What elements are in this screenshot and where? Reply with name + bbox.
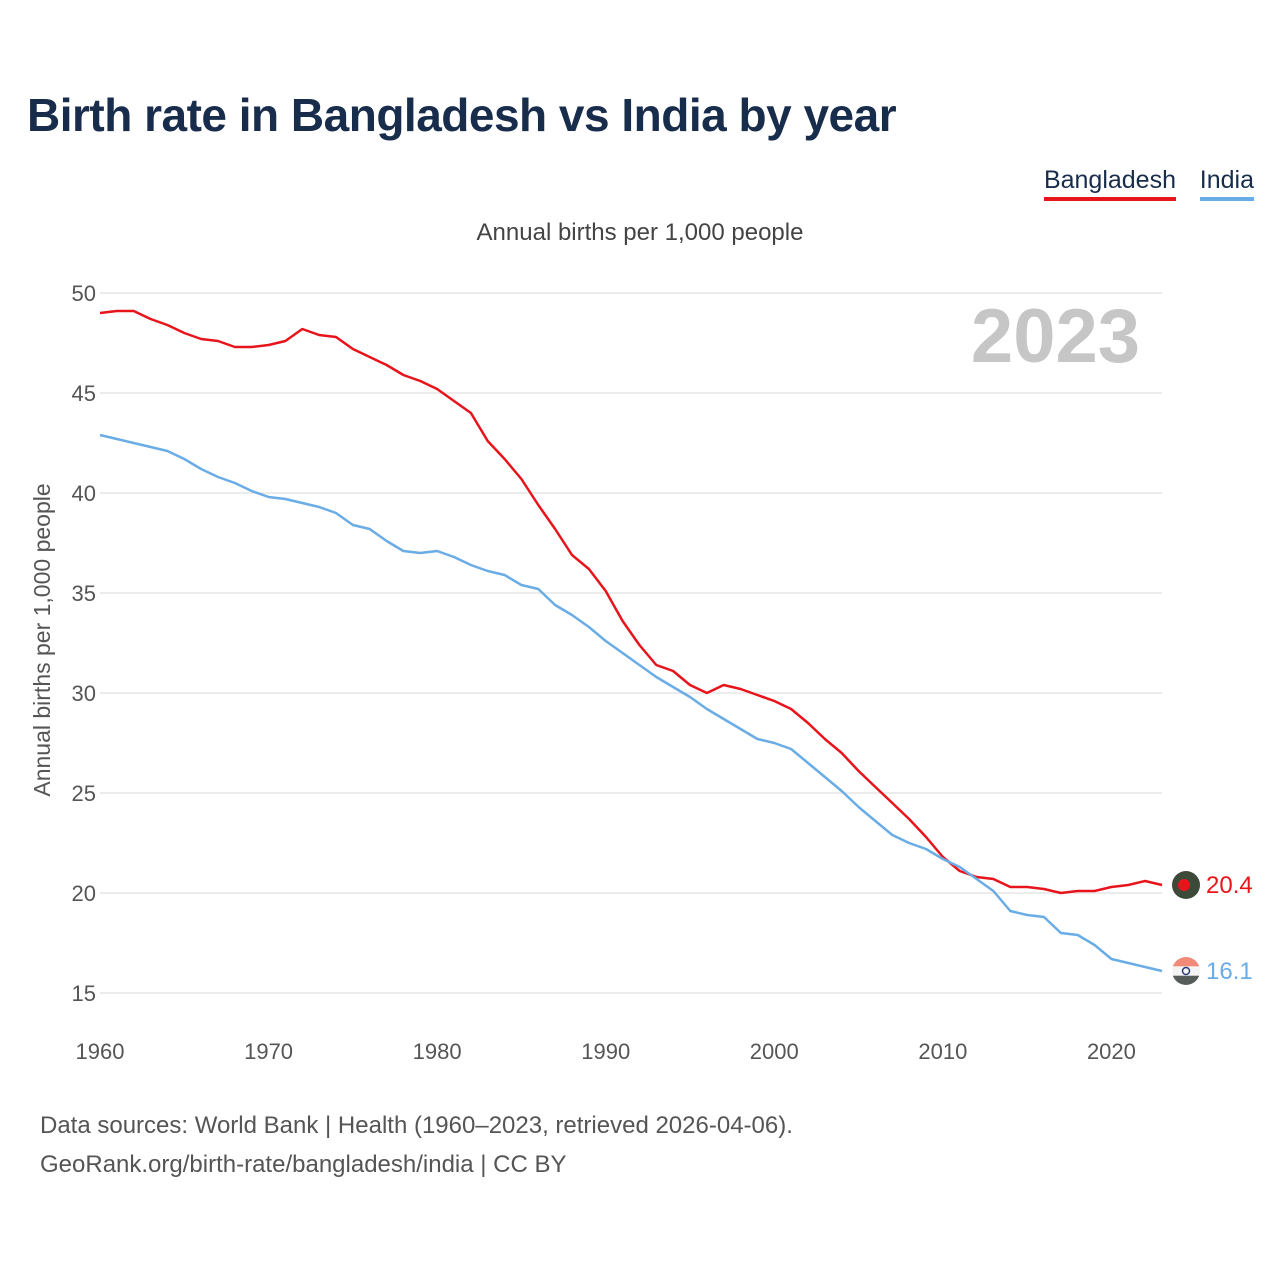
legend-item-india[interactable]: India	[1199, 166, 1254, 201]
x-tick-label: 1970	[244, 1039, 293, 1064]
y-tick-label: 20	[72, 881, 96, 906]
x-tick-label: 2010	[918, 1039, 967, 1064]
y-tick-label: 50	[72, 281, 96, 306]
gridlines	[100, 292, 1162, 994]
y-tick-label: 40	[72, 481, 96, 506]
x-axis-ticks: 1960 1970 1980 1990 2000 2010 2020	[76, 1039, 1136, 1064]
x-tick-label: 1960	[76, 1039, 125, 1064]
chart-title: Birth rate in Bangladesh vs India by yea…	[27, 89, 897, 141]
legend-item-bangladesh[interactable]: Bangladesh	[1043, 166, 1176, 201]
x-tick-label: 1980	[413, 1039, 462, 1064]
data-sources: Data sources: World Bank | Health (1960–…	[40, 1106, 793, 1184]
flag-disc	[1178, 879, 1190, 891]
sources-line-1: Data sources: World Bank | Health (1960–…	[40, 1112, 793, 1139]
end-value-label-bangladesh: 20.4	[1206, 872, 1253, 899]
chart-subtitle: Annual births per 1,000 people	[477, 219, 804, 246]
y-tick-label: 35	[72, 581, 96, 606]
line-chart: Annual births per 1,000 people Annual bi…	[29, 219, 1253, 1064]
series-line-india	[99, 433, 1163, 973]
series-lines	[99, 309, 1163, 973]
sources-line-2[interactable]: GeoRank.org/birth-rate/bangladesh/india …	[40, 1151, 567, 1178]
x-tick-label: 1990	[581, 1039, 630, 1064]
y-tick-label: 25	[72, 781, 96, 806]
series-india	[99, 433, 1163, 973]
end-value-label-india: 16.1	[1206, 958, 1253, 985]
x-tick-label: 2000	[750, 1039, 799, 1064]
flag-stripe-bottom	[1172, 975, 1200, 985]
y-tick-label: 30	[72, 681, 96, 706]
y-axis-ticks: 15 20 25 30 35 40 45 50	[72, 281, 96, 1006]
flag-stripe-middle	[1172, 966, 1200, 976]
year-watermark: 2023	[971, 294, 1140, 379]
end-markers: 20.4 16.1	[1172, 871, 1253, 985]
flag-stripe-top	[1172, 957, 1200, 967]
y-tick-label: 45	[72, 381, 96, 406]
flag-wheel	[1181, 966, 1191, 976]
x-tick-label: 2020	[1087, 1039, 1136, 1064]
y-axis-title: Annual births per 1,000 people	[29, 483, 55, 796]
india-flag-icon	[1172, 957, 1200, 985]
y-tick-label: 15	[72, 981, 96, 1006]
series-line-bangladesh	[99, 309, 1163, 895]
series-bangladesh	[99, 309, 1163, 895]
